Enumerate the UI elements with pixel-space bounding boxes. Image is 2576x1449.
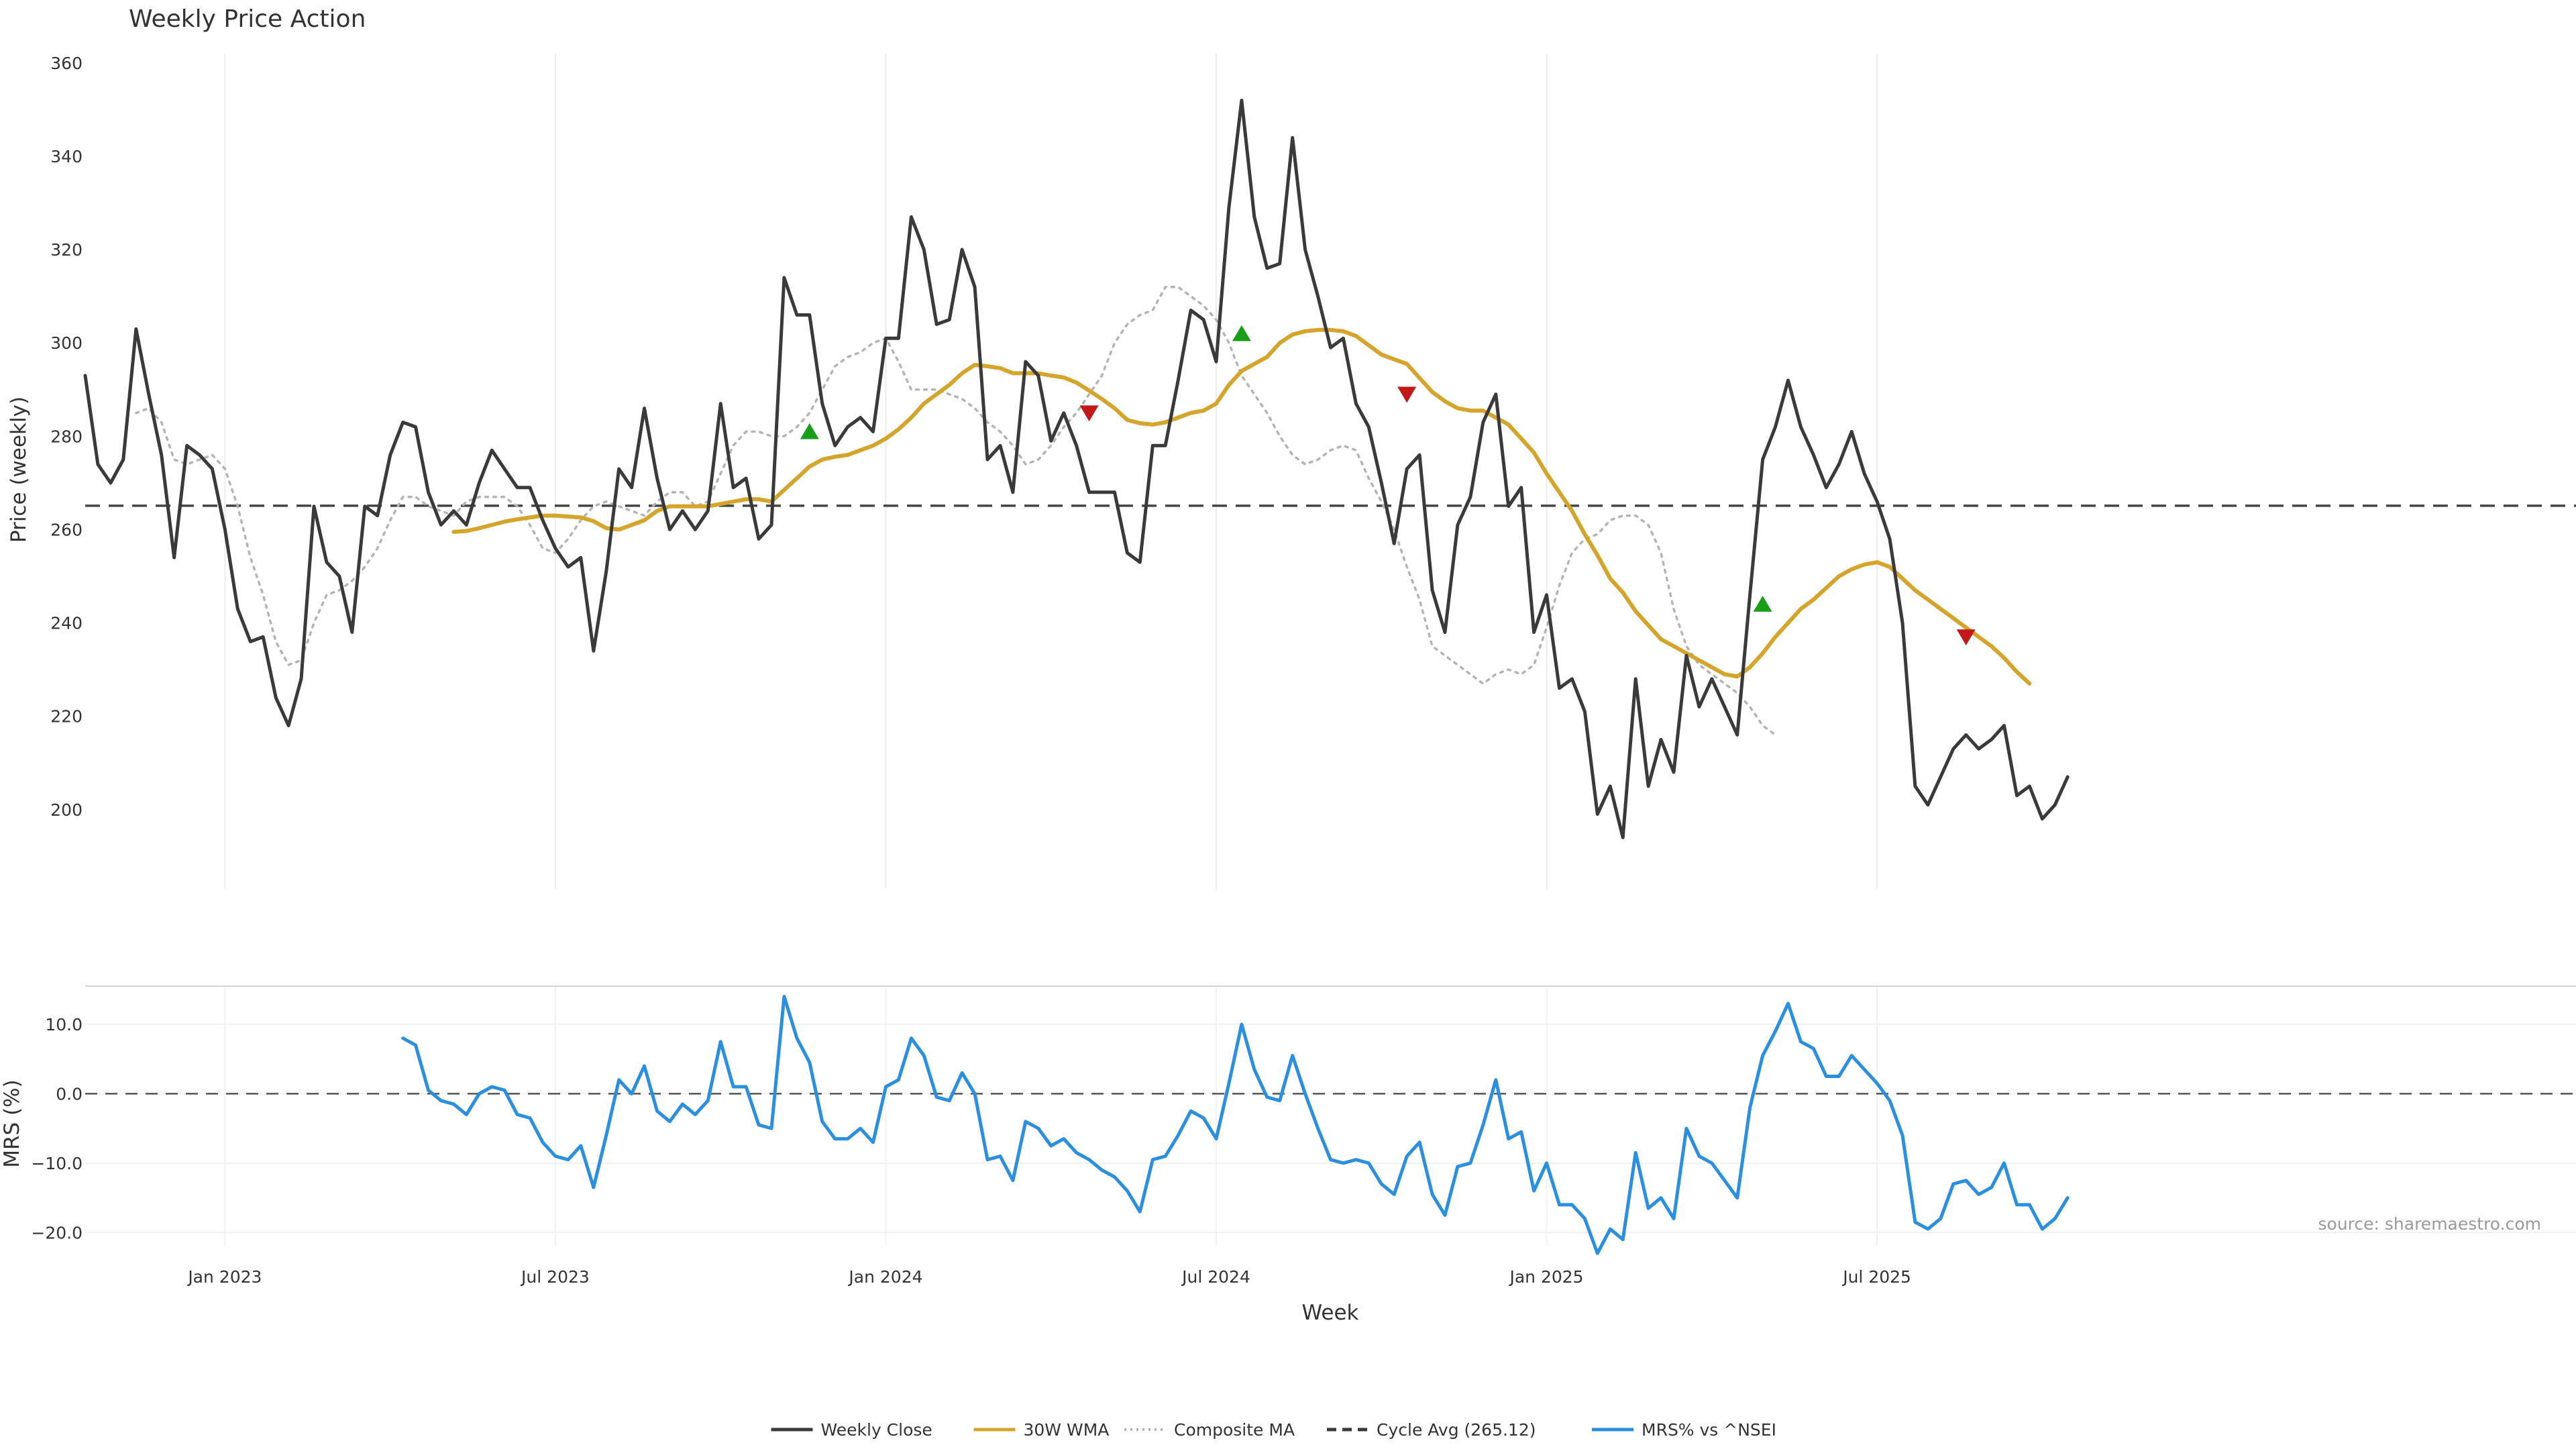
sell-marker <box>1079 405 1099 422</box>
wma-30w-line <box>451 327 2032 686</box>
sell-marker <box>1397 386 1417 403</box>
x-tick-label: Jan 2023 <box>186 1267 262 1287</box>
legend-item: MRS% vs ^NSEI <box>1592 1420 1776 1440</box>
buy-marker <box>1232 325 1251 341</box>
price-y-tick-label: 260 <box>50 520 83 539</box>
price-panel <box>83 99 2576 839</box>
x-tick-label: Jul 2025 <box>1841 1267 1911 1287</box>
mrs-line <box>401 995 2070 1255</box>
price-y-tick-label: 280 <box>50 427 83 446</box>
price-y-tick-label: 200 <box>50 800 83 820</box>
price-y-tick-label: 340 <box>50 147 83 166</box>
legend-item: Weekly Close <box>771 1420 932 1440</box>
legend-label: Composite MA <box>1174 1420 1295 1440</box>
buy-marker <box>1753 596 1772 612</box>
mrs-y-tick-label: 10.0 <box>45 1015 83 1034</box>
mrs-y-tick-label: 0.0 <box>56 1084 83 1104</box>
x-tick-label: Jan 2024 <box>847 1267 922 1287</box>
x-axis-title: Week <box>1302 1301 1359 1325</box>
x-tick-label: Jul 2023 <box>520 1267 590 1287</box>
x-tick-label: Jul 2024 <box>1181 1267 1250 1287</box>
price-axis-title: Price (weekly) <box>7 396 31 543</box>
mrs-y-tick-label: −20.0 <box>31 1223 83 1242</box>
price-y-tick-label: 320 <box>50 240 83 260</box>
x-tick-label: Jan 2025 <box>1508 1267 1583 1287</box>
legend: Weekly Close 30W WMA Composite MA Cycle Avg… <box>771 1420 1776 1440</box>
legend-item: Cycle Avg (265.12) <box>1327 1420 1536 1440</box>
legend-item: Composite MA <box>1124 1420 1295 1440</box>
price-y-tick-label: 360 <box>50 54 83 73</box>
price-y-tick-label: 220 <box>50 707 83 727</box>
legend-label: Cycle Avg (265.12) <box>1377 1420 1536 1440</box>
source-note: source: sharemaestro.com <box>2318 1214 2542 1234</box>
weekly-close-line <box>83 99 2070 839</box>
sell-marker <box>1956 629 1976 646</box>
mrs-y-tick-label: −10.0 <box>31 1154 83 1173</box>
legend-item: 30W WMA <box>973 1420 1110 1440</box>
price-y-tick-label: 300 <box>50 333 83 353</box>
tick-labels: Jan 2023 Jul 2023 Jan 2024 Jul 2024 Jan 2025… <box>31 54 1911 1287</box>
composite-ma-line <box>135 286 1777 737</box>
price-y-tick-label: 240 <box>50 614 83 633</box>
mrs-panel <box>85 995 2576 1255</box>
legend-label: 30W WMA <box>1024 1420 1110 1440</box>
mrs-axis-title: MRS (%) <box>0 1079 24 1167</box>
grid-layer <box>85 54 2576 1246</box>
chart-title: Weekly Price Action <box>129 5 366 33</box>
buy-marker <box>800 423 819 439</box>
legend-label: MRS% vs ^NSEI <box>1642 1420 1776 1440</box>
legend-label: Weekly Close <box>821 1420 932 1440</box>
